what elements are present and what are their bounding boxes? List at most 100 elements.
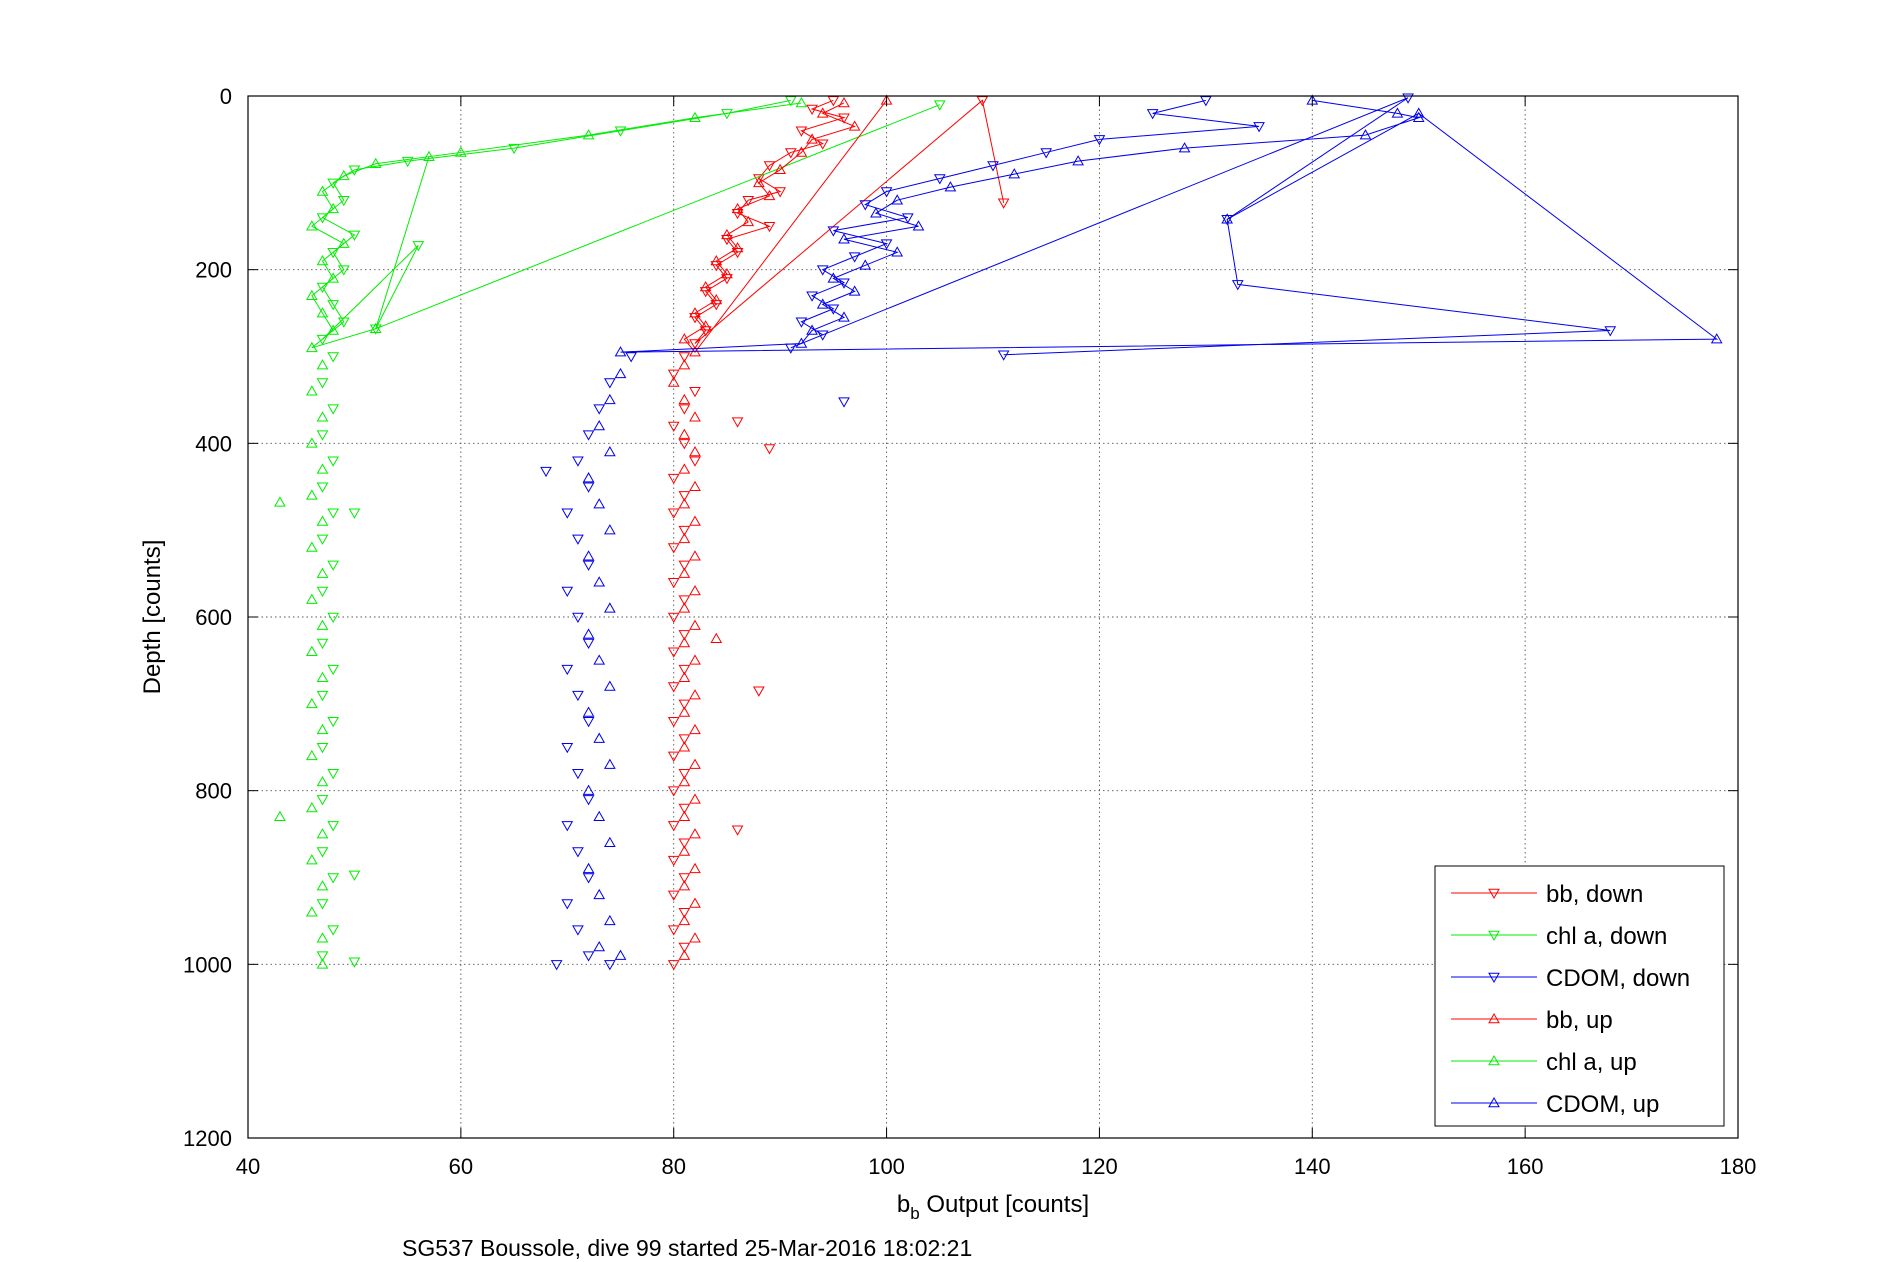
data-point xyxy=(1008,168,1021,179)
data-point xyxy=(667,508,680,519)
x-tick-label: 120 xyxy=(1081,1154,1118,1179)
data-point xyxy=(838,397,850,408)
legend-swatch-marker xyxy=(1488,1096,1500,1108)
data-point xyxy=(689,619,701,630)
data-point xyxy=(603,446,616,457)
data-point xyxy=(561,743,574,754)
data-point xyxy=(689,723,701,735)
data-point xyxy=(316,567,329,578)
data-point xyxy=(667,716,680,728)
data-point xyxy=(689,411,701,422)
data-point xyxy=(795,96,808,108)
data-point xyxy=(678,333,691,344)
data-point xyxy=(933,100,946,111)
data-point xyxy=(582,873,595,884)
data-point xyxy=(848,285,861,296)
x-axis-label-subscript: b xyxy=(910,1204,919,1223)
data-point xyxy=(763,222,776,233)
data-point xyxy=(838,233,850,244)
data-point xyxy=(305,489,318,500)
data-point xyxy=(678,498,691,509)
data-point xyxy=(316,847,329,858)
legend-box xyxy=(1434,865,1725,1127)
data-point xyxy=(561,821,574,832)
data-point xyxy=(678,838,691,849)
data-point xyxy=(806,104,818,116)
data-point xyxy=(891,194,904,205)
data-point xyxy=(582,550,595,561)
data-point xyxy=(561,899,574,910)
data-point xyxy=(678,630,691,641)
data-point xyxy=(1604,326,1617,337)
data-point xyxy=(795,146,808,157)
data-point xyxy=(582,430,595,441)
data-point xyxy=(305,645,318,656)
data-point xyxy=(603,836,616,848)
data-point xyxy=(678,914,691,926)
data-point xyxy=(316,430,329,441)
figure-caption: SG537 Boussole, dive 99 started 25-Mar-2… xyxy=(402,1235,972,1261)
data-point xyxy=(689,550,701,561)
data-point xyxy=(763,161,776,172)
data-point xyxy=(582,472,595,483)
data-point xyxy=(305,437,318,448)
data-point xyxy=(572,847,584,858)
data-point xyxy=(667,925,680,936)
data-point xyxy=(582,862,595,874)
data-point xyxy=(667,855,680,867)
data-point xyxy=(316,743,329,754)
y-tick-label: 400 xyxy=(195,431,232,456)
data-point xyxy=(752,176,765,188)
data-point xyxy=(689,758,701,769)
data-point xyxy=(827,272,840,283)
data-point xyxy=(827,226,840,237)
legend-label: CDOM, down xyxy=(1546,965,1690,992)
data-point xyxy=(689,515,701,526)
data-point xyxy=(593,498,606,509)
data-point xyxy=(774,187,787,198)
data-point xyxy=(816,330,829,341)
data-point xyxy=(987,161,999,172)
data-point xyxy=(316,690,329,702)
data-point xyxy=(689,793,701,804)
data-point xyxy=(305,341,318,353)
data-point xyxy=(327,508,340,519)
data-point xyxy=(603,914,616,926)
data-point xyxy=(678,810,691,821)
data-point xyxy=(678,664,691,676)
legend-label: bb, up xyxy=(1546,1007,1613,1034)
data-point xyxy=(710,632,723,643)
data-point xyxy=(1231,280,1244,291)
data-point xyxy=(678,803,691,815)
data-point xyxy=(678,525,691,537)
data-point xyxy=(603,524,616,535)
data-point xyxy=(327,248,340,259)
data-point xyxy=(582,628,595,639)
data-point xyxy=(274,496,286,507)
legend-swatch-marker xyxy=(1488,1054,1500,1066)
data-point xyxy=(337,169,350,181)
data-point xyxy=(731,202,744,214)
data-point xyxy=(710,300,723,311)
data-point xyxy=(816,298,829,309)
data-point xyxy=(603,393,616,405)
data-point xyxy=(742,195,755,207)
data-point xyxy=(806,324,818,335)
data-point xyxy=(614,126,627,137)
data-point xyxy=(678,769,691,780)
data-point xyxy=(614,346,627,357)
series-line xyxy=(694,99,1005,344)
data-point xyxy=(816,265,829,276)
data-point xyxy=(348,230,361,241)
data-point xyxy=(678,595,691,606)
data-point xyxy=(667,751,680,762)
data-point xyxy=(582,638,595,650)
data-point xyxy=(327,769,340,780)
data-point xyxy=(401,156,414,168)
data-point xyxy=(689,339,701,350)
data-point xyxy=(699,281,712,292)
data-point xyxy=(1710,333,1723,344)
data-point xyxy=(795,337,808,348)
data-point xyxy=(327,456,340,467)
data-point xyxy=(678,907,691,919)
